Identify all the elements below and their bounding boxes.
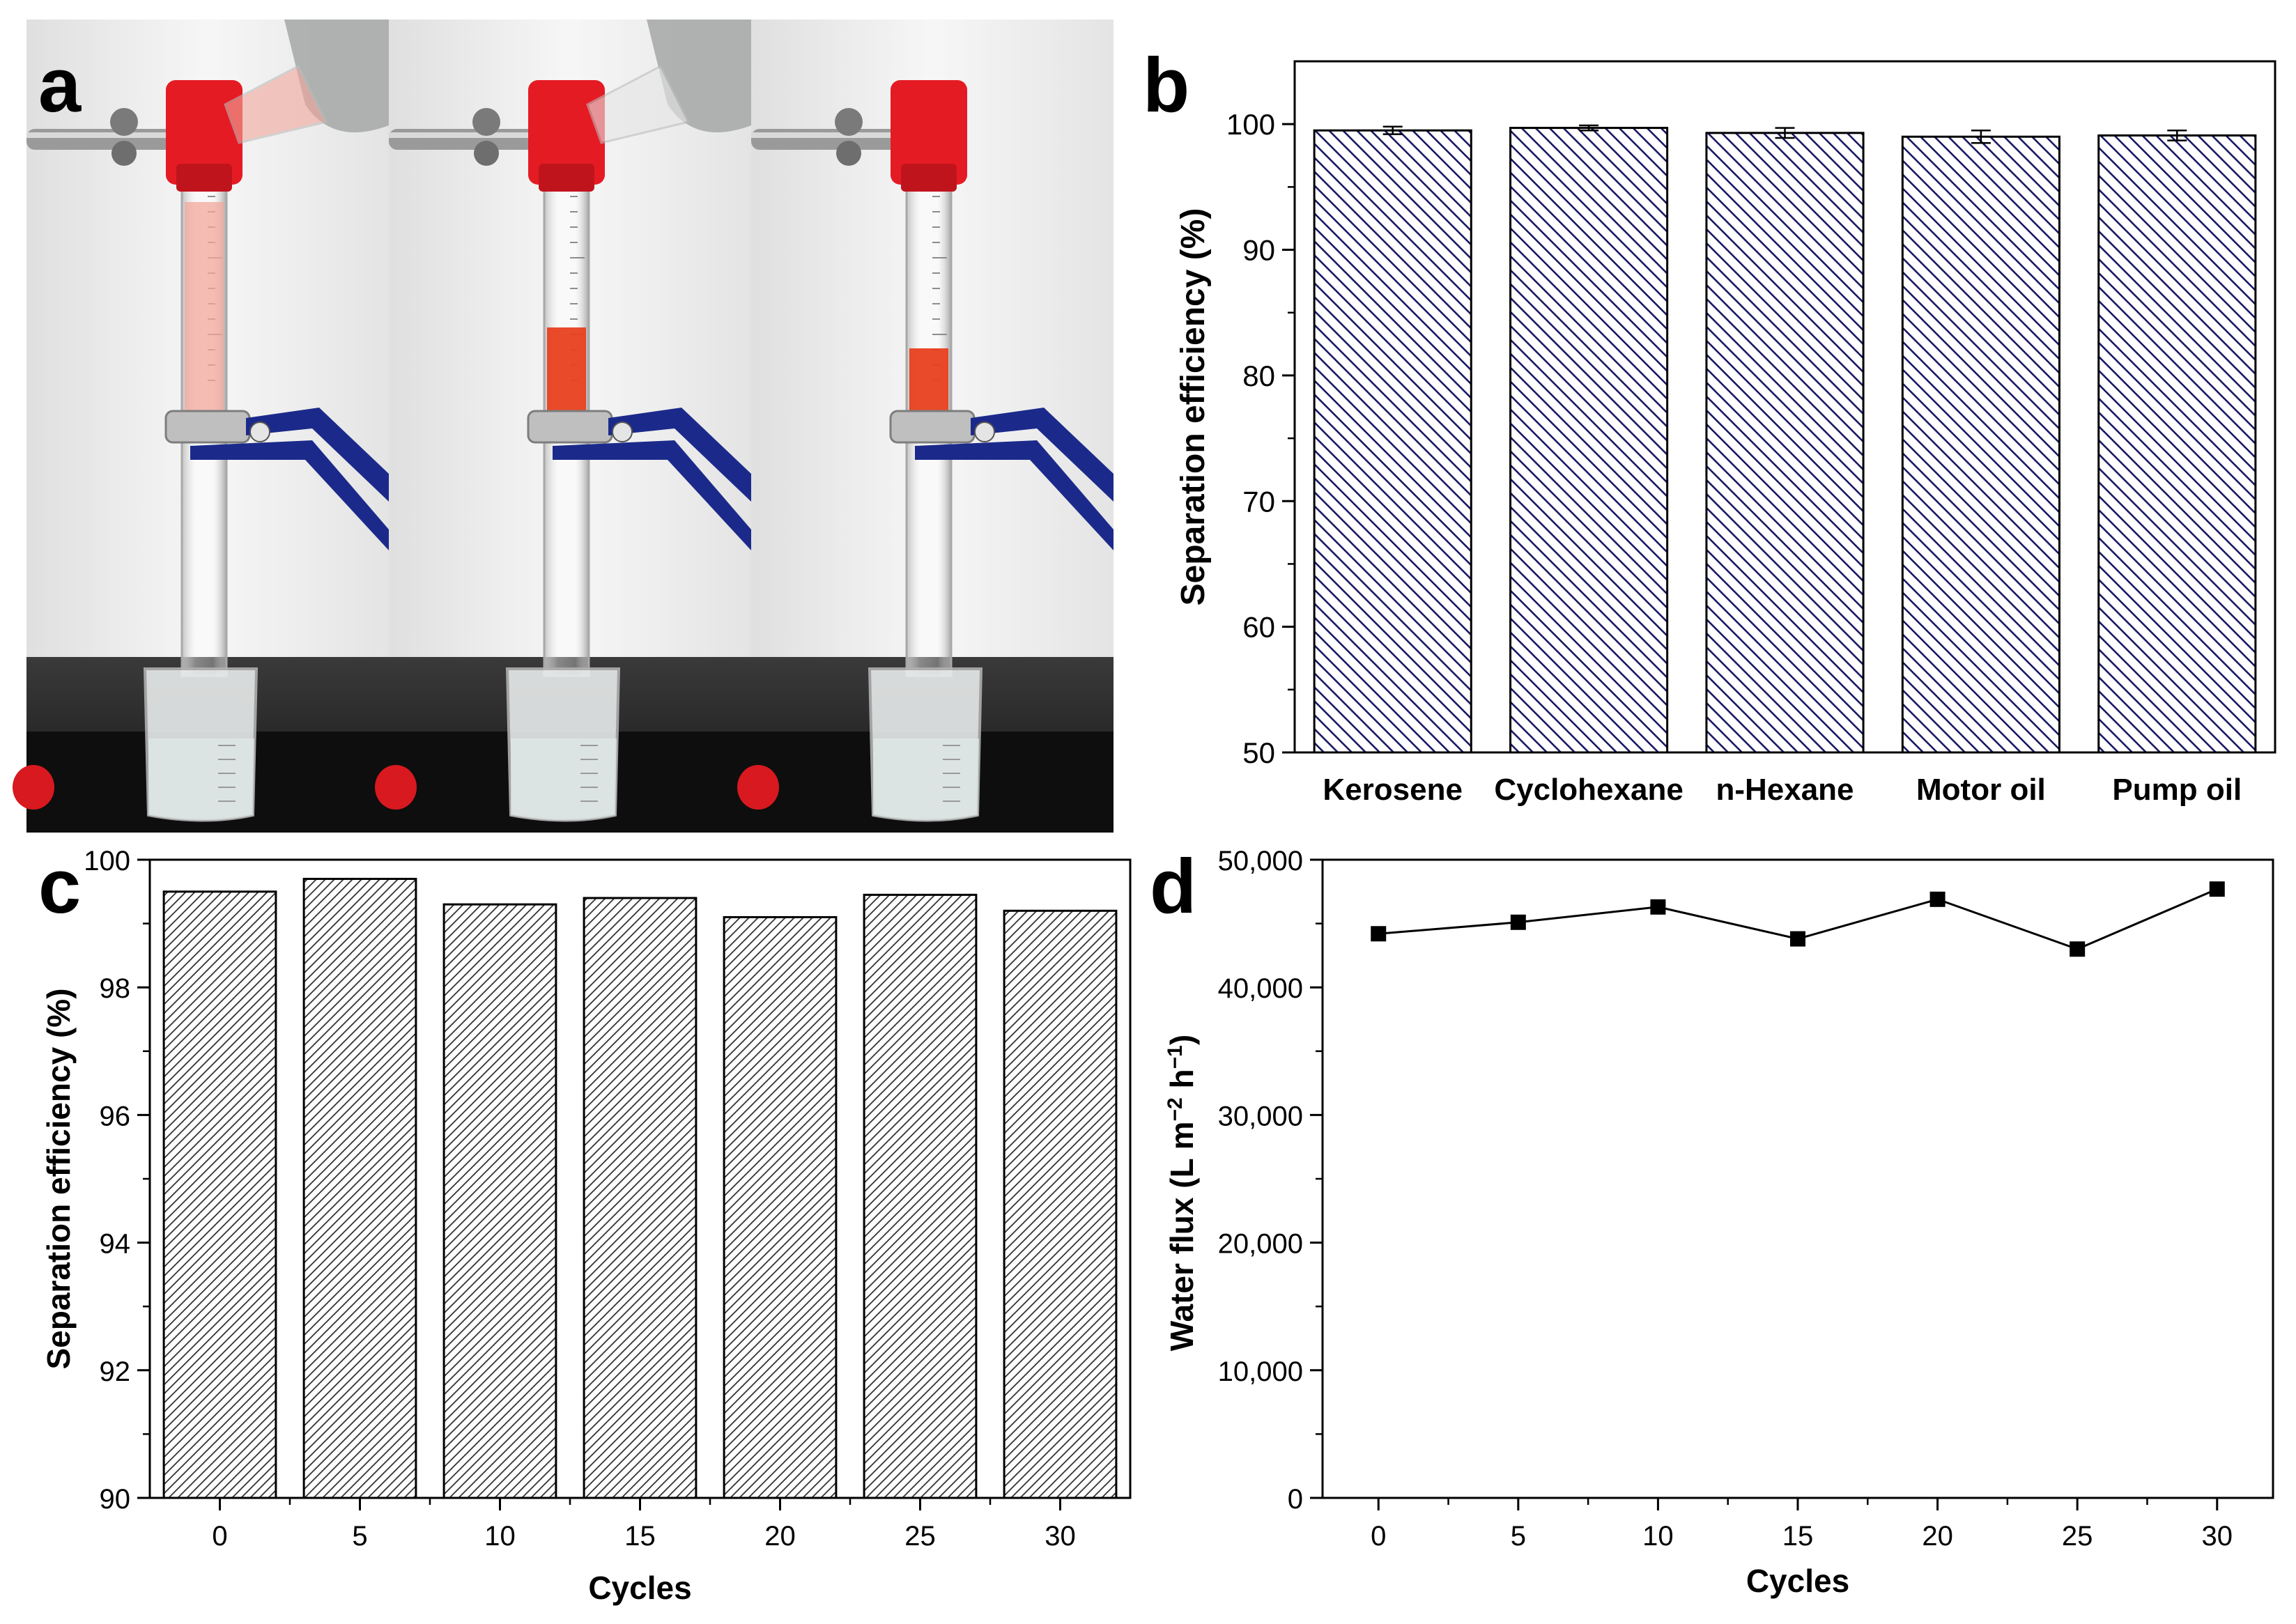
x-tick-label: 30 — [1045, 1521, 1076, 1552]
photo-water — [148, 738, 254, 821]
data-point — [1371, 926, 1387, 942]
y-axis-title-superscript: −2 — [1164, 1097, 1187, 1121]
photo-red-cap — [528, 80, 605, 185]
x-axis-title: Cycles — [1746, 1563, 1849, 1599]
bar — [302, 877, 417, 1499]
y-tick-label: 10,000 — [1218, 1356, 1303, 1387]
data-point — [2209, 881, 2225, 897]
y-tick-label: 90 — [100, 1484, 131, 1515]
bar — [723, 915, 838, 1499]
x-tick-label: 15 — [624, 1521, 656, 1552]
panel-c-chart: c 90 92 94 96 98 100 0 5 10 15 20 25 30 Cycles Separat… — [38, 844, 1132, 1606]
category-label: n-Hexane — [1716, 773, 1854, 807]
y-tick-label: 50 — [1242, 736, 1275, 769]
data-point — [1790, 931, 1805, 947]
bar — [1705, 132, 1865, 754]
x-tick-label: 0 — [212, 1521, 227, 1552]
y-tick-label: 100 — [1226, 108, 1275, 141]
photo-2 — [375, 20, 751, 833]
x-tick-label: 10 — [1642, 1521, 1674, 1552]
photo-red-dot — [737, 765, 779, 810]
x-tick-label: 5 — [1511, 1521, 1526, 1552]
y-tick-label: 50,000 — [1218, 846, 1303, 876]
photo-blue-clamp — [971, 408, 1114, 502]
x-tick-label: 20 — [1922, 1521, 1953, 1552]
category-label: Motor oil — [1916, 773, 2046, 807]
x-tick-label: 0 — [1371, 1521, 1386, 1552]
data-point — [1929, 891, 1946, 907]
y-axis-title: Separation efficiency (%) — [40, 988, 77, 1369]
data-point — [1650, 899, 1666, 915]
photo-metal-clamp — [889, 410, 976, 444]
x-tick-label: 20 — [764, 1521, 796, 1552]
y-axis-title: Separation efficiency (%) — [1175, 208, 1212, 606]
photo-red-dot — [13, 765, 54, 810]
x-axis-title: Cycles — [588, 1570, 691, 1606]
photo-water — [511, 738, 617, 821]
photo-metal-clamp — [164, 410, 251, 444]
y-tick-label: 92 — [100, 1356, 131, 1387]
plot-frame — [1321, 858, 2274, 1499]
bar — [1509, 127, 1669, 754]
y-tick-label: 96 — [100, 1101, 131, 1131]
y-tick-label: 70 — [1242, 485, 1275, 518]
y-axis-title-part: h — [1164, 1069, 1200, 1097]
y-tick-label: 98 — [100, 973, 131, 1004]
x-tick-label: 5 — [352, 1521, 367, 1552]
photo-metal-clamp — [527, 410, 613, 444]
category-label: Kerosene — [1323, 773, 1463, 807]
photo-oil — [547, 327, 586, 415]
y-tick-label: 100 — [84, 846, 130, 876]
bar — [1901, 135, 2060, 754]
category-label: Pump oil — [2112, 773, 2242, 807]
photo-water — [873, 738, 979, 821]
x-tick-label: 25 — [2062, 1521, 2093, 1552]
y-tick-label: 60 — [1242, 611, 1275, 644]
photo-1 — [13, 20, 389, 833]
bar — [583, 897, 698, 1499]
y-axis-title-superscript: −1 — [1164, 1045, 1187, 1069]
photo-red-cap — [166, 80, 242, 185]
y-tick-label: 0 — [1288, 1484, 1303, 1515]
y-tick-label: 94 — [100, 1229, 131, 1260]
data-point — [1510, 914, 1526, 930]
bar — [2097, 134, 2257, 754]
panel-letter-b: b — [1143, 42, 1189, 128]
photo-3 — [737, 20, 1114, 833]
panel-letter-d: d — [1150, 844, 1196, 929]
y-tick-label: 30,000 — [1218, 1101, 1303, 1131]
photo-pour-beaker — [224, 64, 328, 144]
bar — [162, 890, 277, 1499]
y-tick-label: 90 — [1242, 234, 1275, 267]
panel-letter-c: c — [38, 844, 81, 929]
photo-oil — [185, 202, 224, 425]
data-point — [2070, 941, 2086, 957]
bar — [1313, 129, 1472, 754]
y-tick-label: 80 — [1242, 359, 1275, 392]
photo-blue-clamp — [608, 408, 751, 502]
photo-oil — [909, 348, 948, 415]
x-tick-label: 30 — [2202, 1521, 2233, 1552]
bar — [1003, 909, 1118, 1499]
y-tick-label: 20,000 — [1218, 1229, 1303, 1260]
y-axis-title: Water flux (L m−2 h−1) — [1164, 1035, 1201, 1351]
x-tick-label: 25 — [904, 1521, 936, 1552]
panel-b-chart: b 50 60 70 80 90 100 Kerosene Cyclohexane n-Hexa… — [1143, 42, 2276, 807]
y-axis-title-part: ) — [1164, 1035, 1200, 1045]
y-axis-title-part: Water flux (L m — [1164, 1121, 1200, 1351]
panel-d-chart: d 0 10,000 20,000 30,000 40,000 50,000 0 5 10 15 2… — [1150, 844, 2274, 1599]
photo-red-dot — [375, 765, 417, 810]
y-tick-label: 40,000 — [1218, 973, 1303, 1004]
category-label: Cyclohexane — [1494, 773, 1683, 807]
bar — [863, 893, 978, 1499]
x-tick-label: 10 — [484, 1521, 516, 1552]
x-tick-label: 15 — [1782, 1521, 1814, 1552]
panel-a-photos: a — [13, 20, 1114, 833]
photo-pour-beaker — [586, 64, 691, 144]
panel-letter-a: a — [38, 42, 82, 128]
bar — [442, 903, 557, 1499]
photo-red-cap — [891, 80, 967, 185]
photo-blue-clamp — [246, 408, 389, 502]
